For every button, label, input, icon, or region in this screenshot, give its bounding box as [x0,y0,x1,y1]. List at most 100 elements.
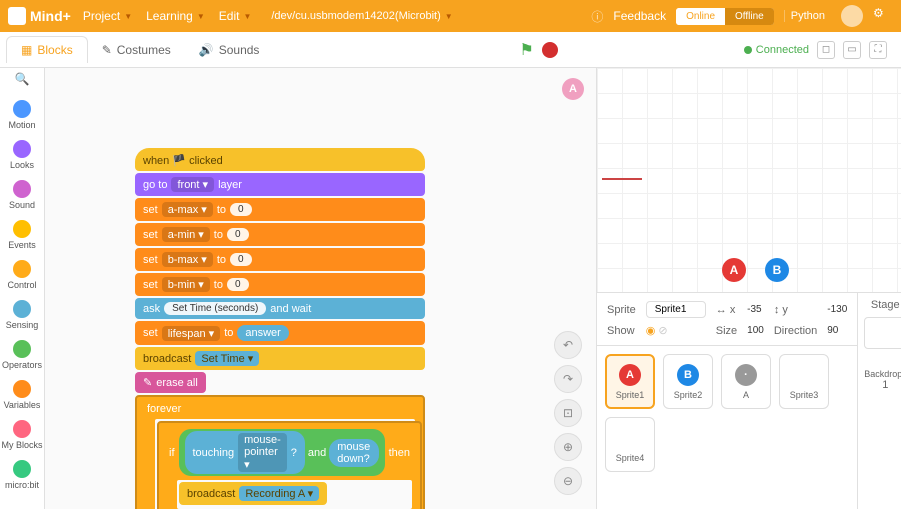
size-value[interactable]: 100 [747,325,764,336]
mouse-down-block[interactable]: mouse down? [329,439,378,467]
broadcast-recording-block[interactable]: broadcast Recording A ▾ [179,482,327,505]
ask-block[interactable]: ask Set Time (seconds) and wait [135,298,425,319]
var-value-input[interactable]: 0 [230,203,252,216]
direction-label: Direction [774,325,817,337]
menu-project[interactable]: Project▼ [83,9,132,23]
category-events[interactable]: Events [1,220,42,250]
stage-sprite-b[interactable]: B [765,258,789,282]
stop-button[interactable] [542,42,558,58]
forever-body[interactable]: if touching mouse-pointer ▾ ? and mouse … [155,419,415,509]
set-var-block[interactable]: seta-min ▾to0 [135,223,425,246]
x-value[interactable]: -35 [747,304,764,315]
category-micro:bit[interactable]: micro:bit [1,460,42,490]
sprite-thumb-sprite4[interactable]: Sprite4 [605,417,655,472]
avatar[interactable] [841,5,863,27]
when-flag-clicked-block[interactable]: when 🏴 clicked [135,148,425,171]
logo-icon [8,7,26,25]
category-sensing[interactable]: Sensing [1,300,42,330]
category-dot-icon [13,260,31,278]
sprite-thumb-sprite1[interactable]: ASprite1 [605,354,655,409]
var-dropdown[interactable]: a-max ▾ [162,202,213,217]
script-canvas[interactable]: A when 🏴 clicked go to front ▾ layer set… [45,68,596,509]
layer-label: layer [218,179,242,191]
sprite-thumb-sprite2[interactable]: BSprite2 [663,354,713,409]
sprite-thumb-label: Sprite4 [616,453,645,463]
stage-thumbnail[interactable] [864,317,901,349]
var-dropdown[interactable]: b-max ▾ [162,252,213,267]
set-var-block[interactable]: setb-max ▾to0 [135,248,425,271]
search-icon[interactable]: 🔍 [12,72,32,92]
tab-sounds[interactable]: 🔊Sounds [185,37,274,63]
forever-block[interactable]: forever if touching mouse-pointer ▾ ? [135,395,425,509]
view-large-button[interactable]: ▭ [843,41,861,59]
connection-status: Connected [744,44,809,56]
mode-online-button[interactable]: Online [676,8,725,25]
set-var-block[interactable]: seta-max ▾to0 [135,198,425,221]
category-looks[interactable]: Looks [1,140,42,170]
direction-value[interactable]: 90 [827,325,847,336]
undo-button[interactable]: ↶ [554,331,582,359]
mode-offline-button[interactable]: Offline [725,8,774,25]
stage-sprite-a[interactable]: A [722,258,746,282]
touching-label: touching [193,447,235,459]
cleanup-button[interactable]: ⊡ [554,399,582,427]
set-var-block[interactable]: setb-min ▾to0 [135,273,425,296]
set-lifespan-block[interactable]: set lifespan ▾ to answer [135,321,425,345]
var-value-input[interactable]: 0 [227,278,249,291]
show-button[interactable]: ◉ [646,325,656,337]
category-motion[interactable]: Motion [1,100,42,130]
zoom-out-button[interactable]: ⊖ [554,467,582,495]
y-value[interactable]: -130 [827,304,847,315]
to-label: to [224,327,233,339]
broadcast-msg[interactable]: Set Time ▾ [195,351,259,366]
zoom-in-button[interactable]: ⊕ [554,433,582,461]
sprite-thumb-a[interactable]: ·A [721,354,771,409]
erase-all-block[interactable]: ✎ erase all [135,372,206,393]
set-label: set [143,204,158,216]
sprite-thumb-sprite3[interactable]: Sprite3 [779,354,829,409]
if-block[interactable]: if touching mouse-pointer ▾ ? and mouse … [157,421,422,509]
redo-button[interactable]: ↷ [554,365,582,393]
sprite-thumb-icon: B [677,364,699,386]
menu-edit[interactable]: Edit▼ [219,9,252,23]
var-dropdown[interactable]: b-min ▾ [162,277,210,292]
category-sound[interactable]: Sound [1,180,42,210]
view-small-button[interactable]: ◻ [817,41,835,59]
goto-layer-block[interactable]: go to front ▾ layer [135,173,425,196]
category-my-blocks[interactable]: My Blocks [1,420,42,450]
script-stack[interactable]: when 🏴 clicked go to front ▾ layer seta-… [135,148,425,509]
broadcast-block[interactable]: broadcast Set Time ▾ [135,347,425,370]
hide-button[interactable]: ⊘ [658,325,667,337]
ask-question[interactable]: Set Time (seconds) [164,302,266,315]
var-value-input[interactable]: 0 [227,228,249,241]
var-value-input[interactable]: 0 [230,253,252,266]
lang-selector[interactable]: Python [784,10,831,22]
tab-blocks[interactable]: ▦Blocks [6,36,88,63]
category-label: Operators [2,360,42,370]
touching-option[interactable]: mouse-pointer ▾ [238,433,287,472]
mode-toggle: Online Offline [676,8,774,25]
to-label: to [217,254,226,266]
category-operators[interactable]: Operators [1,340,42,370]
stage-preview[interactable]: AB [597,68,901,293]
gear-icon[interactable]: ⚙ [873,6,893,26]
sprite-name-input[interactable] [646,301,706,318]
visibility-toggle: ◉ ⊘ [646,324,706,337]
category-variables[interactable]: Variables [1,380,42,410]
tab-costumes[interactable]: ✎Costumes [88,37,185,63]
view-full-button[interactable]: ⛶ [869,41,887,59]
answer-reporter[interactable]: answer [237,325,288,341]
recording-msg[interactable]: Recording A ▾ [239,486,319,501]
category-control[interactable]: Control [1,260,42,290]
green-flag-button[interactable]: ⚑ [519,40,533,60]
if-body[interactable]: broadcast Recording A ▾ [177,480,412,509]
touching-block[interactable]: touching mouse-pointer ▾ ? [185,431,305,474]
device-selector[interactable]: /dev/cu.usbmodem14202(Microbit)▼ [271,10,452,22]
category-label: micro:bit [5,480,39,490]
menu-learning[interactable]: Learning▼ [146,9,205,23]
var-dropdown[interactable]: a-min ▾ [162,227,210,242]
feedback-link[interactable]: Feedback [613,9,666,23]
lifespan-var[interactable]: lifespan ▾ [162,326,221,341]
goto-option[interactable]: front ▾ [171,177,214,192]
and-operator[interactable]: touching mouse-pointer ▾ ? and mouse dow… [179,429,385,476]
